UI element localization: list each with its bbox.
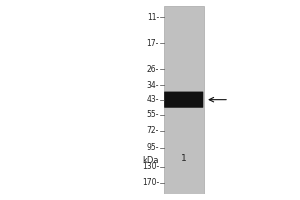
- Text: 72-: 72-: [147, 126, 159, 135]
- Text: 34-: 34-: [147, 81, 159, 90]
- Text: 95-: 95-: [147, 143, 159, 152]
- Text: 43-: 43-: [147, 95, 159, 104]
- Text: 11-: 11-: [147, 13, 159, 22]
- Text: 55-: 55-: [147, 110, 159, 119]
- Text: 26-: 26-: [147, 65, 159, 74]
- Text: 1: 1: [181, 154, 187, 163]
- Text: 130-: 130-: [142, 162, 159, 171]
- Text: kDa: kDa: [142, 156, 159, 165]
- Text: 17-: 17-: [147, 39, 159, 48]
- Text: 170-: 170-: [142, 178, 159, 187]
- Bar: [164, 6, 204, 194]
- FancyBboxPatch shape: [164, 92, 203, 108]
